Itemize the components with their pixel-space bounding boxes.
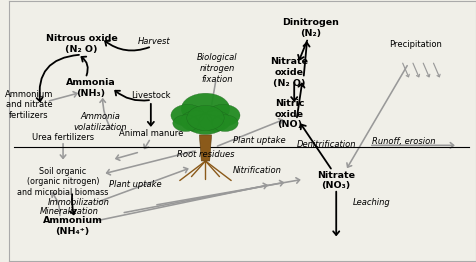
Text: Mineralization: Mineralization <box>40 207 99 216</box>
Text: Soil organic
(organic nitrogen)
and microbial biomass: Soil organic (organic nitrogen) and micr… <box>17 167 109 197</box>
Ellipse shape <box>181 93 229 124</box>
Ellipse shape <box>187 106 224 130</box>
Text: Ammonia
volatilization: Ammonia volatilization <box>73 112 127 132</box>
Text: Nitrification: Nitrification <box>232 166 281 174</box>
Text: Immobilization: Immobilization <box>48 198 109 207</box>
Text: Precipitation: Precipitation <box>388 41 441 50</box>
Text: Ammonium
and nitrate
fertilizers: Ammonium and nitrate fertilizers <box>5 90 53 120</box>
Ellipse shape <box>172 115 198 132</box>
Text: Ammonium
(NH₄⁺): Ammonium (NH₄⁺) <box>42 216 102 236</box>
Ellipse shape <box>180 111 211 132</box>
Text: Nitrous oxide
(N₂ O): Nitrous oxide (N₂ O) <box>46 34 118 53</box>
Ellipse shape <box>187 114 224 134</box>
Text: Dinitrogen
(N₂): Dinitrogen (N₂) <box>281 18 338 38</box>
Text: Denitrification: Denitrification <box>297 140 356 149</box>
Text: Nitrate
oxide
(N₂ O): Nitrate oxide (N₂ O) <box>270 57 308 88</box>
Text: Urea fertilizers: Urea fertilizers <box>32 133 94 142</box>
Text: Ammonia
(NH₃): Ammonia (NH₃) <box>66 78 116 98</box>
Text: Leaching: Leaching <box>352 198 389 207</box>
Text: Runoff, erosion: Runoff, erosion <box>371 138 435 146</box>
Text: Nitrate
(NO₃): Nitrate (NO₃) <box>317 171 355 190</box>
Text: Biological
nitrogen
fixation: Biological nitrogen fixation <box>197 53 237 84</box>
Text: Plant uptake: Plant uptake <box>109 180 161 189</box>
Text: Nitric
oxide
(NO): Nitric oxide (NO) <box>274 99 304 129</box>
Text: Animal manure: Animal manure <box>119 129 183 138</box>
Polygon shape <box>199 135 211 161</box>
Ellipse shape <box>211 115 238 132</box>
Text: Root residues: Root residues <box>176 150 234 159</box>
Ellipse shape <box>170 105 204 126</box>
Text: Livestock: Livestock <box>131 91 170 100</box>
Ellipse shape <box>198 111 230 132</box>
Ellipse shape <box>206 105 239 126</box>
Text: Plant uptake: Plant uptake <box>232 136 285 145</box>
Text: Harvest: Harvest <box>138 37 170 46</box>
